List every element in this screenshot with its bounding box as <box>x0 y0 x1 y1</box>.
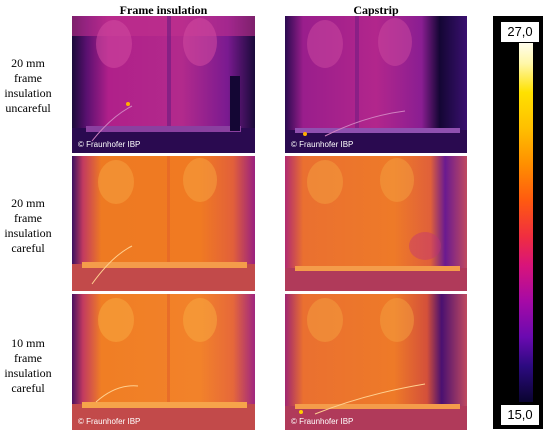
column-header-capstrip: Capstrip <box>353 3 399 17</box>
thermal-image-uncareful-frame: © Fraunhofer IBP <box>72 16 255 153</box>
thermal-image-careful-10mm-capstrip: © Fraunhofer IBP <box>285 294 467 430</box>
thermal-image-careful-20mm-frame <box>72 156 255 291</box>
thermal-image-uncareful-capstrip: © Fraunhofer IBP <box>285 16 467 153</box>
thermal-image-careful-10mm-frame: © Fraunhofer IBP <box>72 294 255 430</box>
color-scale-frame <box>493 16 543 429</box>
row-label-1: 20 mm frame insulation uncareful <box>4 56 52 115</box>
watermark-text: © Fraunhofer IBP <box>291 140 354 149</box>
watermark-text: © Fraunhofer IBP <box>78 140 141 149</box>
thermal-image-careful-20mm-capstrip <box>285 156 467 291</box>
row-label-2: 20 mm frame insulation careful <box>4 196 52 255</box>
scale-max-label: 27,0 <box>500 21 540 43</box>
watermark-text: © Fraunhofer IBP <box>291 417 354 426</box>
color-scale-bar <box>519 42 533 402</box>
scale-min-label: 15,0 <box>500 404 540 426</box>
row-label-3: 10 mm frame insulation careful <box>4 336 52 395</box>
column-header-frame-insulation: Frame insulation <box>119 3 208 17</box>
watermark-text: © Fraunhofer IBP <box>78 417 141 426</box>
